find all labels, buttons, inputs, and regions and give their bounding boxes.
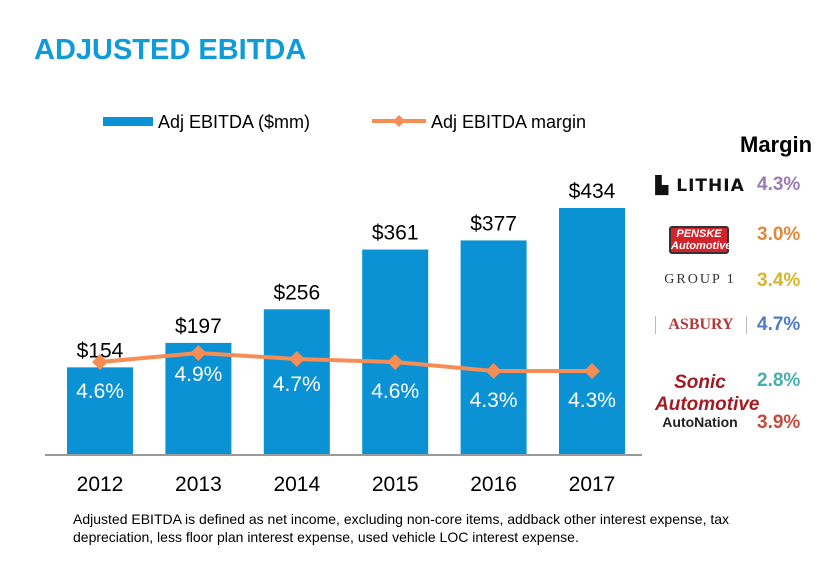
margin-point bbox=[387, 354, 404, 370]
peer-margin: 2.8% bbox=[757, 370, 801, 391]
bar-value-label: $377 bbox=[470, 212, 517, 235]
peer-row: GROUP 1 3.4% bbox=[655, 268, 820, 298]
legend-line-label: Adj EBITDA margin bbox=[431, 112, 586, 132]
margin-label: 4.9% bbox=[174, 363, 222, 386]
margin-label: 4.7% bbox=[273, 373, 321, 396]
x-tick-label: 2014 bbox=[273, 473, 320, 496]
bar-2013 bbox=[165, 342, 232, 455]
margin-point bbox=[92, 354, 108, 370]
bar-value-label: $154 bbox=[77, 339, 124, 362]
legend-line-marker bbox=[393, 115, 405, 127]
page-title: ADJUSTED EBITDA bbox=[34, 34, 307, 66]
bar-2014 bbox=[263, 309, 330, 455]
margin-point bbox=[190, 345, 207, 361]
peer-logo: GROUP 1 bbox=[664, 272, 736, 287]
x-tick-label: 2015 bbox=[372, 473, 419, 496]
peer-margin: 4.3% bbox=[757, 174, 801, 195]
x-tick-label: 2012 bbox=[77, 473, 124, 496]
bar-2012 bbox=[67, 367, 133, 455]
x-tick-label: 2017 bbox=[569, 473, 616, 496]
legend-bar-swatch bbox=[103, 117, 153, 126]
peer-logo: ▙ LITHIA bbox=[655, 176, 745, 196]
peer-row: AutoNation 3.9% bbox=[655, 410, 820, 440]
peer-row: PENSKE Automotive 3.0% bbox=[655, 222, 820, 254]
footnote: Adjusted EBITDA is defined as net income… bbox=[73, 511, 730, 545]
margin-label: 4.6% bbox=[371, 380, 419, 403]
margin-label: 4.3% bbox=[470, 389, 518, 412]
margin-label: 4.3% bbox=[568, 389, 616, 412]
x-tick-label: 2016 bbox=[470, 473, 517, 496]
peer-row: ▙ LITHIA 4.3% bbox=[655, 172, 820, 202]
margin-point bbox=[288, 351, 305, 367]
bar-value-label: $361 bbox=[372, 222, 419, 245]
peer-logo: ASBURY bbox=[655, 316, 747, 334]
peer-row: ASBURY 4.7% bbox=[655, 312, 820, 342]
x-tick-label: 2013 bbox=[175, 473, 222, 496]
margin-point bbox=[485, 363, 502, 379]
peer-logo: AutoNation bbox=[662, 414, 738, 430]
peer-margin: 4.7% bbox=[757, 314, 801, 335]
peer-margin: 3.0% bbox=[757, 224, 801, 245]
margin-line bbox=[99, 350, 592, 373]
peer-margin: 3.9% bbox=[757, 412, 801, 433]
bar-value-label: $197 bbox=[175, 315, 222, 338]
peer-logo: Sonic Automotive bbox=[655, 372, 760, 415]
bar-value-label: $434 bbox=[569, 180, 616, 203]
legend-bar-label: Adj EBITDA ($mm) bbox=[158, 112, 310, 132]
peer-margin-header: Margin bbox=[740, 132, 813, 157]
bar-2017 bbox=[559, 208, 625, 455]
ebitda-chart: Adj EBITDA ($mm) Adj EBITDA margin $154 201… bbox=[45, 112, 642, 496]
peer-margin: 3.4% bbox=[757, 270, 801, 291]
peer-row: Sonic Automotive 2.8% bbox=[655, 368, 820, 415]
peer-logo: PENSKE Automotive bbox=[669, 226, 732, 254]
margin-point bbox=[584, 363, 600, 379]
margin-label: 4.6% bbox=[76, 380, 124, 403]
bar-value-label: $256 bbox=[273, 281, 320, 304]
bar-2015 bbox=[362, 249, 429, 455]
bar-2016 bbox=[460, 240, 527, 455]
